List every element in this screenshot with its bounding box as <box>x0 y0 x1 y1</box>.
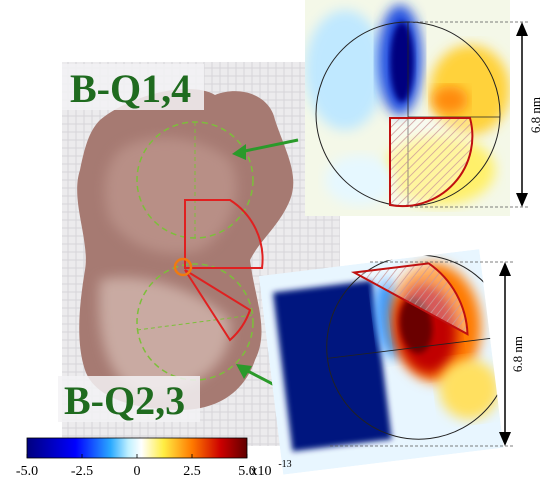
heatmap-top <box>305 0 510 216</box>
colorbar-tick-label: 0 <box>134 464 141 479</box>
scale-top <box>516 22 528 36</box>
heatmap-bottom <box>273 280 392 451</box>
figure: 6.8 nm 6.8 nm B-Q1,4 B-Q2,3 -5.0 -2.5 0 2.5… <box>0 0 544 484</box>
panel-label: B-Q1,4 <box>70 66 191 111</box>
scale-label: 6.8 nm <box>510 336 525 372</box>
heatmap-top <box>305 10 385 130</box>
colorbar-tick-label: -5.0 <box>16 464 38 479</box>
scale-top <box>516 193 528 207</box>
heatmap-top <box>390 22 414 102</box>
colorbar-tick-label: -2.5 <box>71 464 93 479</box>
heatmap-top <box>432 86 468 114</box>
scale-bottom <box>499 262 511 276</box>
heatmap-bottom <box>259 245 524 475</box>
colorbar-exponent: -13 <box>278 459 291 470</box>
heatmap-top <box>325 155 395 205</box>
panel-label: B-Q2,3 <box>64 378 185 423</box>
colorbar-multiplier: x10 <box>251 464 272 479</box>
colorbar-tick-label: 2.5 <box>183 464 201 479</box>
heatmap-bottom <box>259 245 524 475</box>
scale-label: 6.8 nm <box>528 97 543 133</box>
